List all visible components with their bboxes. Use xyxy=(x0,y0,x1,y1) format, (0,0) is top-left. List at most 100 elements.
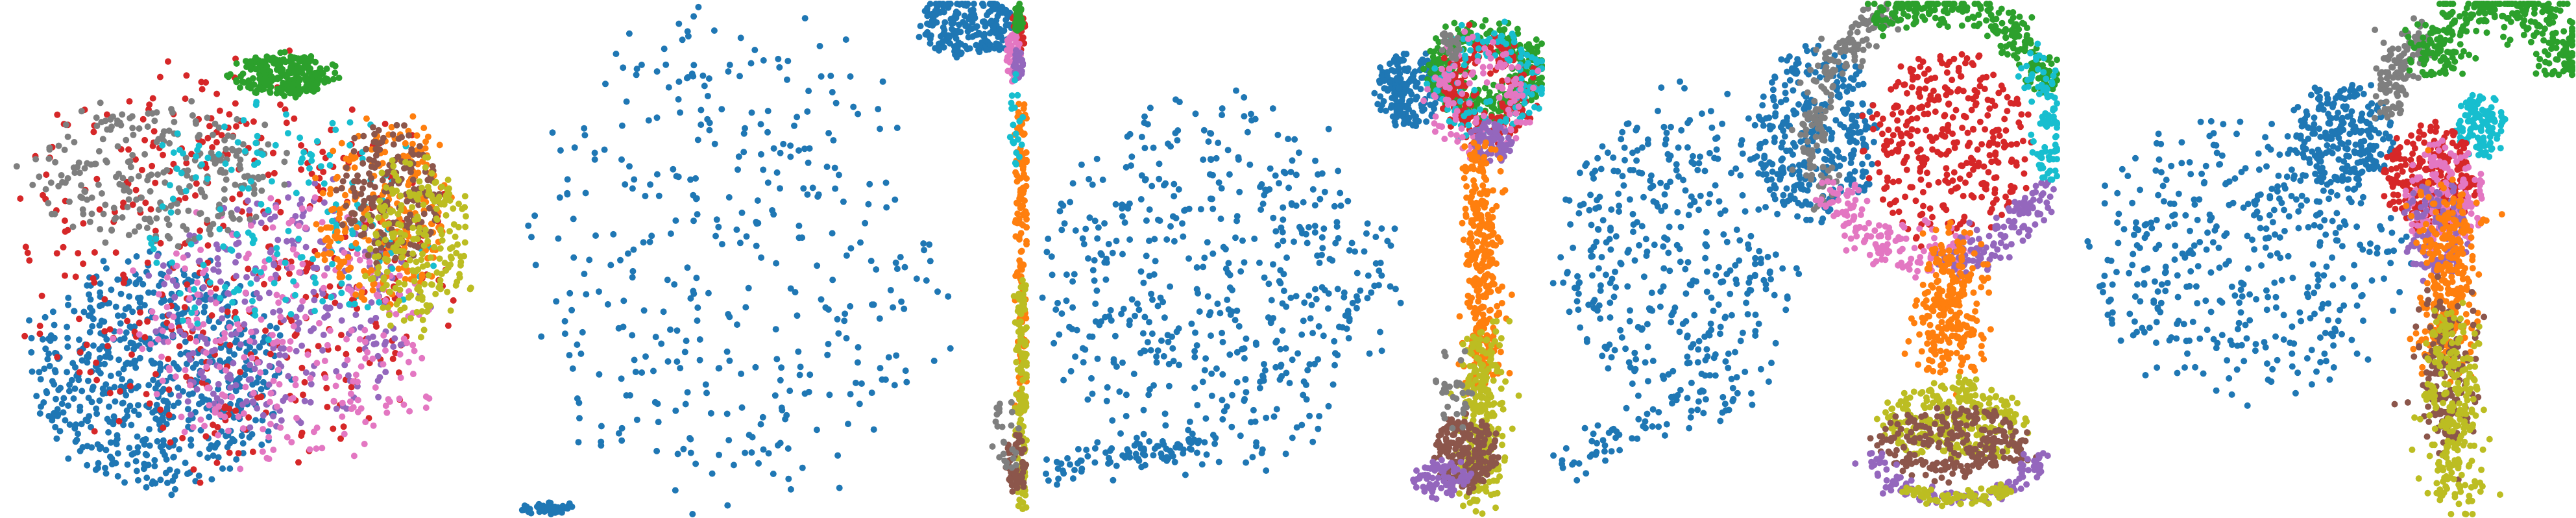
point-blue xyxy=(962,23,969,30)
point-blue xyxy=(892,196,899,203)
point-blue xyxy=(953,35,960,42)
point-blue xyxy=(177,351,184,358)
point-blue xyxy=(655,419,662,426)
point-pink xyxy=(393,311,400,317)
point-brown xyxy=(351,178,358,185)
point-blue xyxy=(86,291,92,298)
point-pink xyxy=(397,375,404,381)
point-olive xyxy=(419,263,426,270)
point-brown xyxy=(339,178,346,185)
point-blue xyxy=(231,351,237,358)
point-olive xyxy=(389,157,396,164)
point-blue xyxy=(690,13,698,20)
point-blue xyxy=(1121,219,1128,226)
point-red xyxy=(348,384,355,391)
point-cyan xyxy=(326,162,334,169)
point-blue xyxy=(862,219,869,227)
point-red xyxy=(22,243,29,251)
point-blue xyxy=(718,106,725,113)
point-gray xyxy=(165,127,173,134)
point-gray xyxy=(114,120,121,127)
point-blue xyxy=(1203,451,1210,458)
point-blue xyxy=(1248,110,1254,117)
point-gray xyxy=(32,156,40,163)
point-blue xyxy=(1144,339,1151,346)
point-purple xyxy=(268,247,275,254)
point-olive xyxy=(424,184,431,190)
point-red xyxy=(237,369,244,376)
point-pink xyxy=(203,349,210,356)
point-red xyxy=(160,425,167,431)
point-blue xyxy=(1402,66,1409,73)
point-purple xyxy=(215,245,222,253)
point-blue xyxy=(927,1,934,7)
point-cyan xyxy=(176,147,183,153)
point-blue xyxy=(1262,186,1269,193)
point-olive xyxy=(462,223,469,230)
point-green xyxy=(1014,6,1021,13)
point-purple xyxy=(302,369,310,376)
point-pink xyxy=(364,349,371,356)
point-purple xyxy=(284,238,290,245)
point-blue xyxy=(1138,463,1145,471)
point-red xyxy=(282,106,289,113)
point-blue xyxy=(1253,443,1259,450)
point-orange xyxy=(341,228,348,236)
point-blue xyxy=(570,216,577,223)
point-blue xyxy=(95,460,102,467)
point-blue xyxy=(79,388,86,395)
point-blue xyxy=(805,388,812,395)
point-purple xyxy=(324,312,331,319)
point-green xyxy=(268,73,274,80)
point-blue xyxy=(1282,345,1289,352)
point-blue xyxy=(561,317,568,325)
point-olive xyxy=(446,245,454,253)
point-blue xyxy=(825,306,832,313)
point-pink xyxy=(279,338,286,345)
point-pink xyxy=(354,251,361,257)
point-cyan xyxy=(178,169,185,177)
point-red xyxy=(340,423,347,430)
point-blue xyxy=(151,457,158,463)
point-pink xyxy=(250,389,257,397)
point-blue xyxy=(696,336,703,343)
point-blue xyxy=(39,336,46,343)
point-olive xyxy=(1019,368,1025,375)
point-blue xyxy=(62,417,69,424)
point-blue xyxy=(1387,85,1394,92)
point-purple xyxy=(241,321,248,328)
point-blue xyxy=(1185,205,1193,212)
point-gray xyxy=(204,216,211,223)
point-blue xyxy=(1285,184,1293,191)
point-red xyxy=(265,171,272,179)
point-purple xyxy=(217,278,224,285)
point-gray xyxy=(153,215,160,222)
point-blue xyxy=(855,344,862,351)
point-gray xyxy=(153,138,160,145)
point-blue xyxy=(1209,171,1216,179)
point-blue xyxy=(88,424,94,430)
point-red xyxy=(87,369,94,376)
point-purple xyxy=(253,290,260,297)
point-blue xyxy=(623,98,630,105)
point-gray xyxy=(98,190,105,197)
point-blue xyxy=(1069,304,1076,311)
point-blue xyxy=(273,325,280,332)
point-blue xyxy=(632,369,639,375)
point-blue xyxy=(1185,255,1193,262)
point-blue xyxy=(1001,27,1008,34)
point-brown xyxy=(371,184,378,191)
point-brown xyxy=(429,163,436,170)
point-gray xyxy=(236,216,243,223)
point-purple xyxy=(237,341,244,348)
point-gray xyxy=(112,214,119,221)
point-cyan xyxy=(329,119,336,127)
point-pink xyxy=(273,403,280,410)
point-purple xyxy=(188,411,195,418)
point-purple xyxy=(367,317,374,325)
point-cyan xyxy=(192,174,199,181)
point-olive xyxy=(1015,294,1022,301)
point-blue xyxy=(53,395,59,402)
point-blue xyxy=(1304,240,1311,247)
point-blue xyxy=(224,443,231,450)
